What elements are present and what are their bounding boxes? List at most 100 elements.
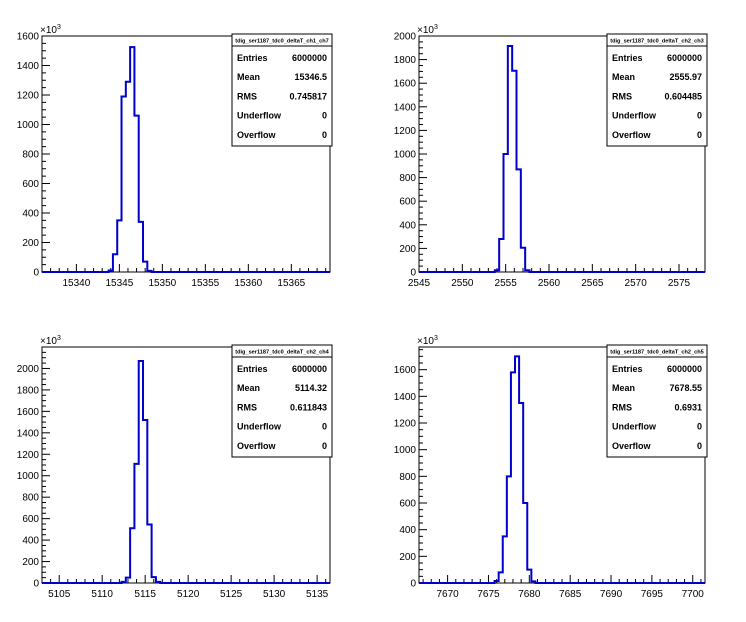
stats-label: Mean <box>237 383 260 393</box>
y-tick-label: 1000 <box>17 471 40 482</box>
stats-label: Underflow <box>612 111 657 121</box>
y-tick-label: 400 <box>399 525 416 536</box>
histogram-outline <box>419 45 705 273</box>
x-tick-label: 2555 <box>495 278 518 289</box>
y-tick-label: 2000 <box>17 364 40 375</box>
x-tick-label: 7670 <box>436 589 459 600</box>
stats-label: Mean <box>612 383 635 393</box>
y-tick-label: 0 <box>33 579 39 590</box>
exponent-base: 10 <box>46 336 58 347</box>
stats-value: 0 <box>697 422 702 432</box>
x-tick-label: 7680 <box>518 589 541 600</box>
stats-box: tdig_ser1187_tdc0_deltaT_ch2_ch5 Entries 6… <box>606 344 708 458</box>
histogram-outline <box>42 46 330 273</box>
stats-label: Mean <box>612 72 635 82</box>
stats-label: RMS <box>612 402 632 412</box>
stats-value: 0 <box>322 111 327 121</box>
exponent-times: × <box>417 25 423 36</box>
stats-label: RMS <box>237 91 257 101</box>
stats-label: Underflow <box>612 422 657 432</box>
y-tick-label: 1400 <box>17 428 40 439</box>
stats-value: 0.604485 <box>664 91 702 101</box>
y-tick-label: 0 <box>410 268 416 279</box>
y-tick-label: 1000 <box>394 445 417 456</box>
exponent-times: × <box>417 336 423 347</box>
y-tick-label: 1600 <box>394 365 417 376</box>
histogram-pad-3: 0200400600800100012001400160018002000510… <box>17 335 333 600</box>
y-tick-label: 1200 <box>394 419 417 430</box>
stats-box-border <box>606 344 708 458</box>
y-tick-label: 800 <box>22 493 39 504</box>
stats-value: 0 <box>322 441 327 451</box>
histogram-outline <box>42 359 330 584</box>
stats-value: 0 <box>697 441 702 451</box>
stats-label: Underflow <box>237 422 282 432</box>
stats-title: tdig_ser1187_tdc0_deltaT_ch2_ch3 <box>610 39 704 45</box>
y-tick-label: 400 <box>399 220 416 231</box>
stats-box: tdig_ser1187_tdc0_deltaT_ch2_ch3 Entries 6… <box>606 33 708 147</box>
x-tick-label: 7700 <box>682 589 705 600</box>
y-tick-label: 600 <box>399 499 416 510</box>
stats-value: 6000000 <box>667 364 702 374</box>
x-tick-label: 5115 <box>134 589 156 600</box>
y-tick-label: 400 <box>22 536 39 547</box>
exponent-power: 3 <box>434 24 438 31</box>
stats-box-border <box>606 33 708 147</box>
stats-label: Overflow <box>237 130 277 140</box>
y-exponent-label: ×103 <box>40 24 61 36</box>
y-tick-label: 600 <box>399 197 416 208</box>
stats-value: 2555.97 <box>669 72 702 82</box>
x-tick-label: 5130 <box>263 589 286 600</box>
stats-value: 5114.32 <box>295 383 327 393</box>
exponent-times: × <box>40 25 46 36</box>
stats-value: 0 <box>322 422 327 432</box>
y-tick-label: 600 <box>22 514 39 525</box>
stats-box: tdig_ser1187_tdc0_deltaT_ch2_ch4 Entries 6… <box>231 344 333 458</box>
x-tick-label: 15340 <box>62 278 90 289</box>
stats-title: tdig_ser1187_tdc0_deltaT_ch2_ch4 <box>235 350 329 356</box>
x-tick-label: 2570 <box>625 278 648 289</box>
exponent-base: 10 <box>423 25 435 36</box>
x-tick-label: 15345 <box>105 278 133 289</box>
stats-label: RMS <box>237 402 257 412</box>
stats-label: Mean <box>237 72 260 82</box>
y-tick-label: 200 <box>399 552 416 563</box>
x-tick-label: 15365 <box>277 278 305 289</box>
x-tick-label: 2565 <box>581 278 604 289</box>
stats-value: 0 <box>697 111 702 121</box>
stats-value: 6000000 <box>667 53 702 63</box>
x-tick-label: 15360 <box>234 278 262 289</box>
exponent-times: × <box>40 336 46 347</box>
stats-box-border <box>231 344 333 458</box>
stats-value: 6000000 <box>292 53 327 63</box>
stats-label: Underflow <box>237 111 282 121</box>
y-tick-label: 800 <box>399 173 416 184</box>
y-tick-label: 1200 <box>17 450 40 461</box>
x-tick-label: 7695 <box>641 589 664 600</box>
stats-label: Entries <box>237 364 268 374</box>
x-tick-label: 2550 <box>451 278 474 289</box>
stats-box: tdig_ser1187_tdc0_deltaT_ch1_ch7 Entries 6… <box>231 33 333 147</box>
stats-label: Entries <box>612 364 643 374</box>
exponent-power: 3 <box>434 335 438 342</box>
y-tick-label: 0 <box>410 579 416 590</box>
x-tick-label: 5105 <box>48 589 71 600</box>
histogram-pad-2: 0200400600800100012001400160018002000254… <box>394 24 708 289</box>
y-tick-label: 200 <box>22 238 39 249</box>
y-tick-label: 1600 <box>17 407 40 418</box>
stats-label: Entries <box>237 53 268 63</box>
y-tick-label: 2000 <box>394 32 417 43</box>
y-tick-label: 1200 <box>17 91 40 102</box>
y-tick-label: 1400 <box>394 102 417 113</box>
y-tick-label: 1600 <box>394 79 417 90</box>
stats-title: tdig_ser1187_tdc0_deltaT_ch1_ch7 <box>235 39 329 45</box>
y-tick-label: 1200 <box>394 126 417 137</box>
x-tick-label: 2545 <box>408 278 431 289</box>
x-tick-label: 5120 <box>177 589 200 600</box>
y-tick-label: 200 <box>399 244 416 255</box>
stats-box-border <box>231 33 333 147</box>
exponent-base: 10 <box>423 336 435 347</box>
stats-label: Overflow <box>612 130 652 140</box>
y-tick-label: 1400 <box>394 392 417 403</box>
